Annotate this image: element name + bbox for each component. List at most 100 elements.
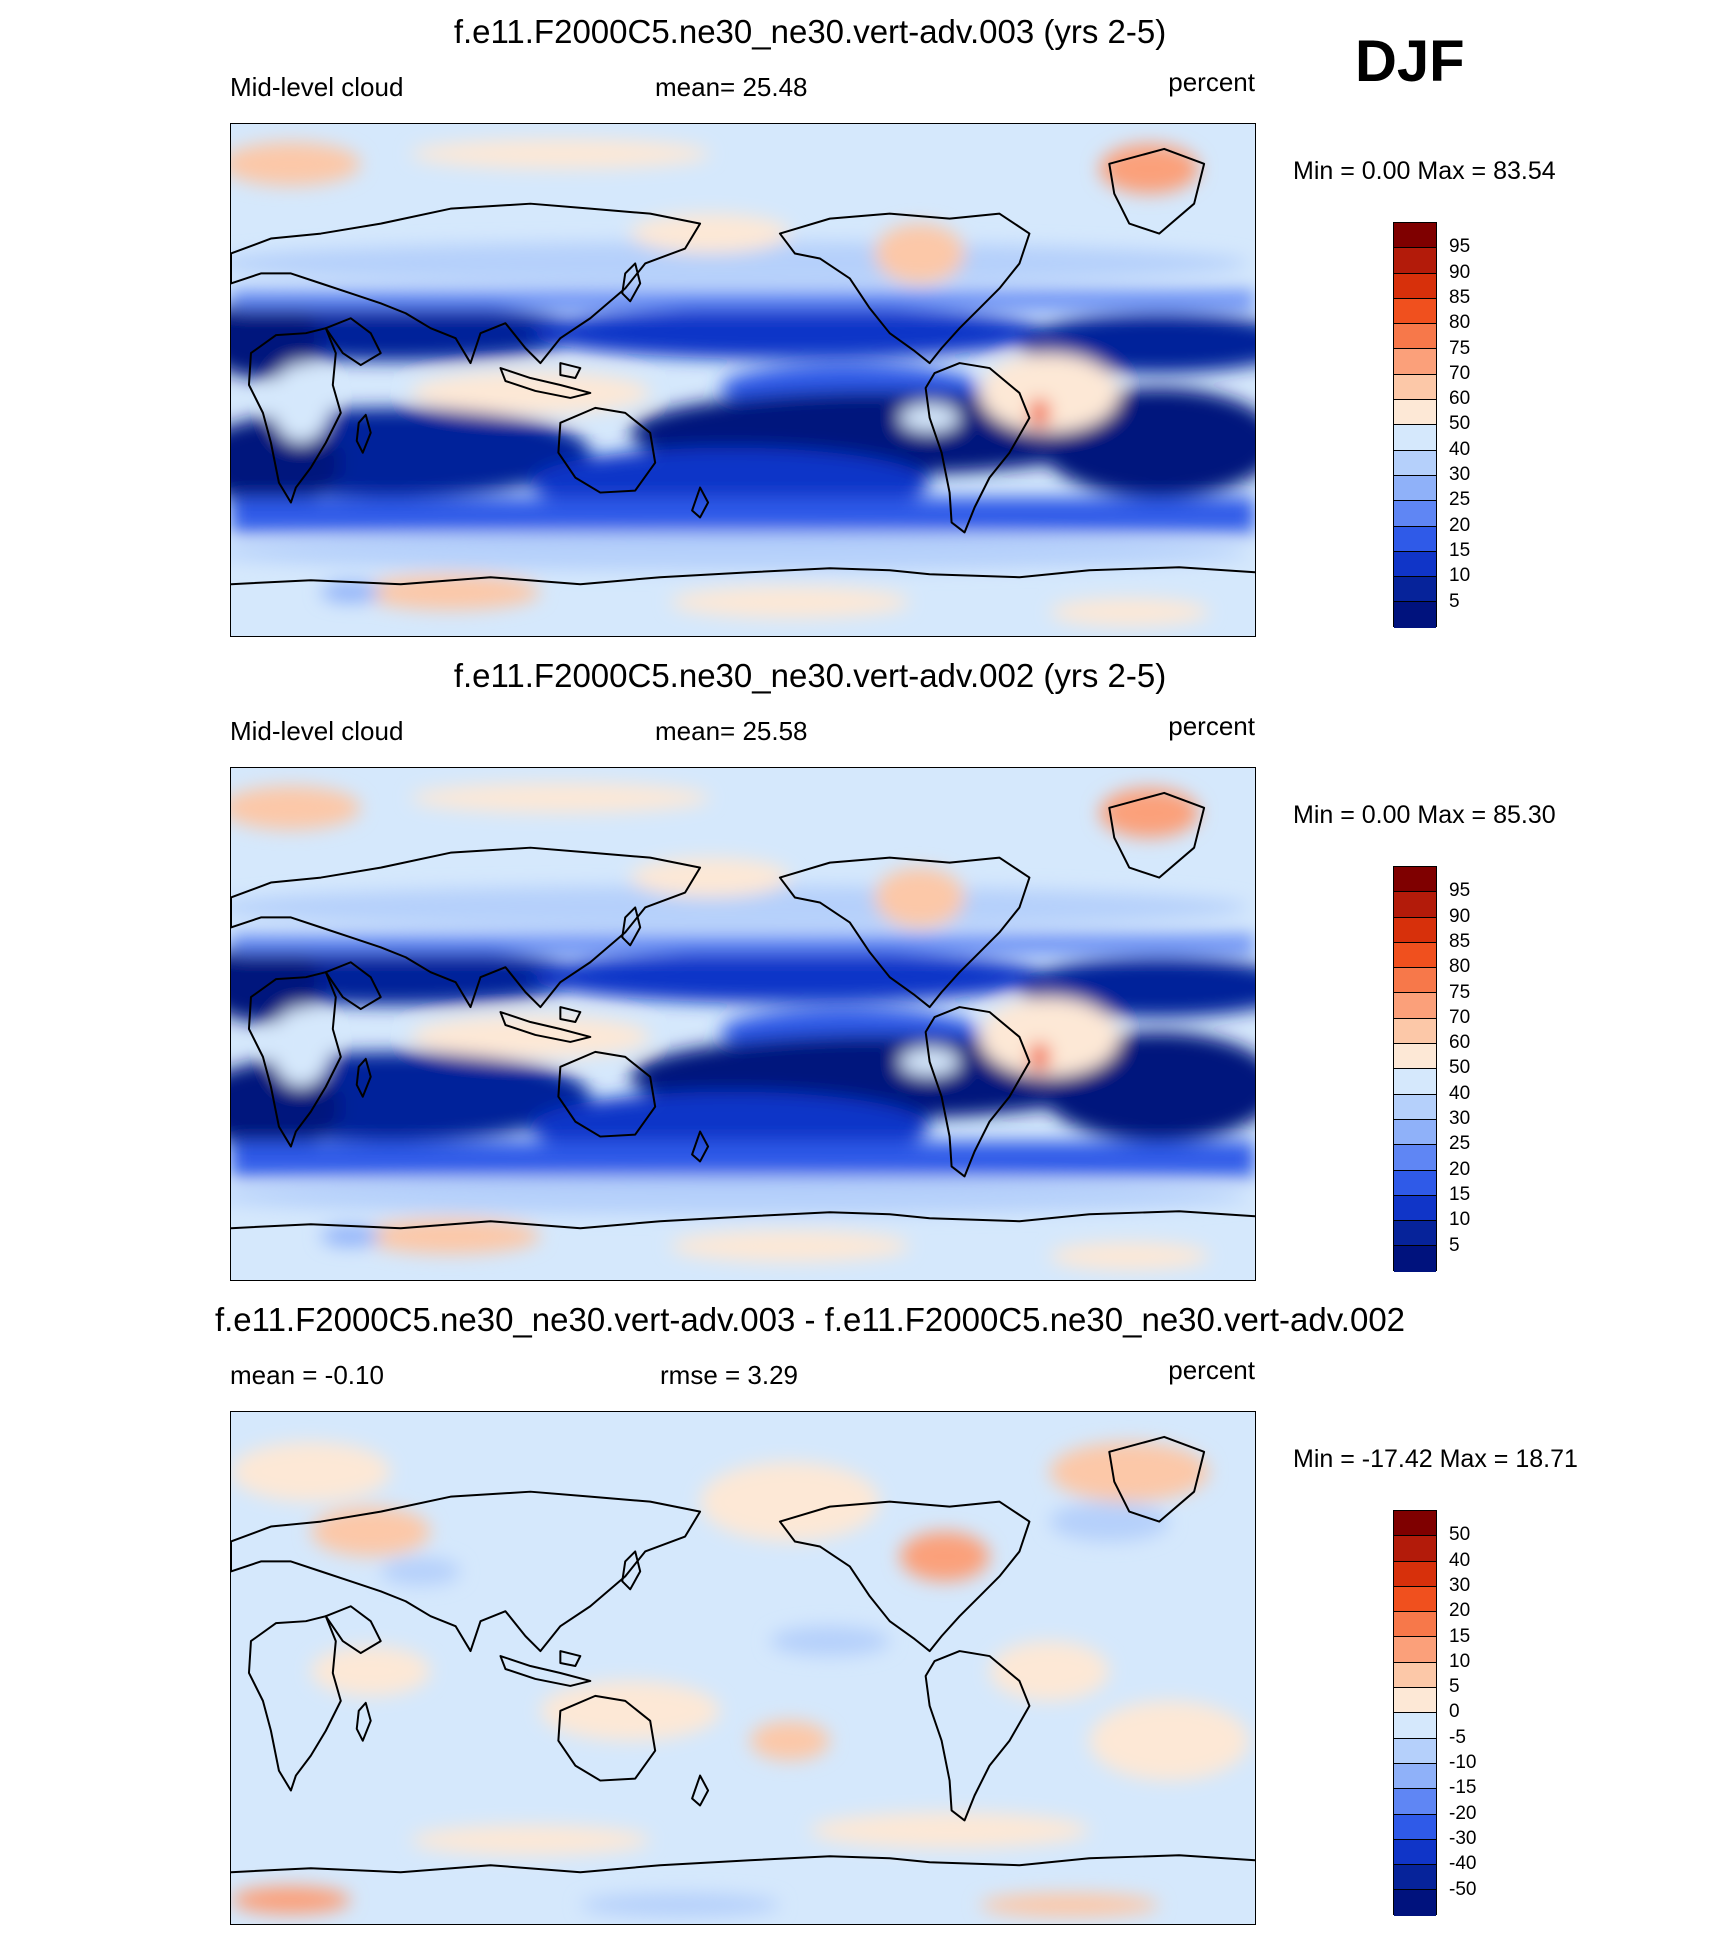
- colorbar-segment: [1394, 1561, 1436, 1587]
- colorbar-segment: [1394, 248, 1436, 274]
- colorbar-segment: [1394, 1662, 1436, 1689]
- colorbar-segment: [1394, 1119, 1436, 1146]
- coastline: [924, 1650, 1031, 1822]
- panel-1-colorbar: [1393, 222, 1437, 628]
- coastline: [499, 367, 592, 399]
- panel-1-minmax: Min = 0.00 Max = 83.54: [1293, 157, 1556, 185]
- colorbar-tick-label: 70: [1449, 1006, 1471, 1028]
- colorbar-segment: [1394, 1890, 1436, 1916]
- coastline: [691, 1130, 710, 1163]
- panel-1-units-label: percent: [1168, 67, 1255, 97]
- colorbar-tick-label: -20: [1449, 1802, 1477, 1824]
- colorbar-tick-label: 85: [1449, 286, 1471, 308]
- colorbar-tick-label: 90: [1449, 905, 1471, 927]
- colorbar-segment: [1394, 968, 1436, 994]
- colorbar-tick-label: -30: [1449, 1827, 1477, 1849]
- coastline: [324, 1605, 382, 1655]
- colorbar-tick-label: 10: [1449, 1650, 1471, 1672]
- colorbar-tick-label: 75: [1449, 337, 1471, 359]
- colorbar-tick-label: 80: [1449, 956, 1471, 978]
- panel-2-colorbar: [1393, 866, 1437, 1272]
- colorbar-segment: [1394, 1511, 1436, 1537]
- colorbar-segment: [1394, 1069, 1436, 1095]
- coastline: [231, 1210, 1255, 1230]
- colorbar-tick-label: 15: [1449, 1625, 1471, 1647]
- coastline: [1108, 791, 1206, 879]
- coastline: [231, 1490, 702, 1653]
- panel-2-units-label: percent: [1168, 711, 1255, 741]
- colorbar-segment: [1394, 867, 1436, 893]
- colorbar-tick-label: 95: [1449, 236, 1471, 258]
- colorbar-segment: [1394, 1044, 1436, 1070]
- colorbar-tick-label: 40: [1449, 1082, 1471, 1104]
- coastline: [778, 1500, 1031, 1653]
- colorbar-segment: [1394, 602, 1436, 628]
- colorbar-tick-label: 50: [1449, 413, 1471, 435]
- panel-1-title: f.e11.F2000C5.ne30_ne30.vert-adv.003 (yr…: [453, 13, 1167, 50]
- colorbar-tick-label: 75: [1449, 981, 1471, 1003]
- coastline: [324, 317, 382, 367]
- colorbar-tick-label: 30: [1449, 1108, 1471, 1129]
- colorbar-segment: [1394, 1738, 1436, 1764]
- colorbar-segment: [1394, 425, 1436, 451]
- coastline: [778, 856, 1031, 1009]
- colorbar-tick-label: 20: [1449, 1600, 1471, 1622]
- colorbar-segment: [1394, 942, 1436, 969]
- coastline: [557, 1694, 657, 1782]
- colorbar-segment: [1394, 1789, 1436, 1815]
- coastline: [324, 961, 382, 1011]
- colorbar-segment: [1394, 1839, 1436, 1866]
- panel-1-variable-label: Mid-level cloud: [230, 72, 404, 102]
- colorbar-segment: [1394, 1094, 1436, 1120]
- colorbar-tick-label: -10: [1449, 1752, 1477, 1773]
- coastline: [231, 202, 702, 365]
- coastline: [499, 1655, 592, 1687]
- colorbar-tick-label: 25: [1449, 489, 1471, 511]
- coastline: [247, 971, 342, 1148]
- panel-3-title: f.e11.F2000C5.ne30_ne30.vert-adv.003 - f…: [214, 1301, 1406, 1338]
- coastline: [691, 486, 710, 519]
- coastline: [557, 1050, 657, 1138]
- colorbar-tick-label: 5: [1449, 590, 1460, 612]
- panel-1-map-svg: [231, 124, 1255, 636]
- coastline: [355, 413, 372, 454]
- colorbar-tick-label: 20: [1449, 514, 1471, 536]
- colorbar-segment: [1394, 1018, 1436, 1045]
- panel-3-map: [230, 1411, 1256, 1925]
- panel-3-colorbar: [1393, 1510, 1437, 1916]
- colorbar-tick-label: 30: [1449, 1574, 1471, 1596]
- colorbar-segment: [1394, 577, 1436, 603]
- colorbar-segment: [1394, 475, 1436, 502]
- panel-3-units-label: percent: [1168, 1355, 1255, 1385]
- coastline: [559, 362, 582, 380]
- colorbar-segment: [1394, 1688, 1436, 1714]
- colorbar-segment: [1394, 1763, 1436, 1790]
- panel-2-map-svg: [231, 768, 1255, 1280]
- coastline: [247, 1615, 342, 1792]
- coastline: [691, 1774, 710, 1807]
- coastline: [499, 1011, 592, 1043]
- colorbar-tick-label: 15: [1449, 1183, 1471, 1205]
- colorbar-segment: [1394, 1814, 1436, 1840]
- colorbar-tick-label: 30: [1449, 464, 1471, 485]
- colorbar-tick-label: -5: [1449, 1726, 1466, 1748]
- coastline: [621, 262, 642, 303]
- coastline: [778, 212, 1031, 365]
- colorbar-segment: [1394, 1865, 1436, 1891]
- colorbar-tick-label: -15: [1449, 1777, 1477, 1799]
- coastline: [621, 1550, 642, 1591]
- colorbar-segment: [1394, 349, 1436, 375]
- colorbar-tick-label: 90: [1449, 261, 1471, 283]
- colorbar-tick-label: 60: [1449, 1032, 1471, 1054]
- panel-3-map-svg: [231, 1412, 1255, 1924]
- colorbar-tick-label: 5: [1449, 1676, 1460, 1698]
- colorbar-tick-label: 70: [1449, 362, 1471, 384]
- panel-2-mean-label: mean= 25.58: [655, 716, 808, 746]
- colorbar-segment: [1394, 1221, 1436, 1247]
- panel-3-rmse-label: rmse = 3.29: [660, 1360, 799, 1390]
- colorbar-segment: [1394, 400, 1436, 426]
- colorbar-tick-label: 50: [1449, 1057, 1471, 1079]
- colorbar-tick-label: 40: [1449, 1549, 1471, 1571]
- colorbar-tick-label: 85: [1449, 930, 1471, 952]
- colorbar-segment: [1394, 551, 1436, 578]
